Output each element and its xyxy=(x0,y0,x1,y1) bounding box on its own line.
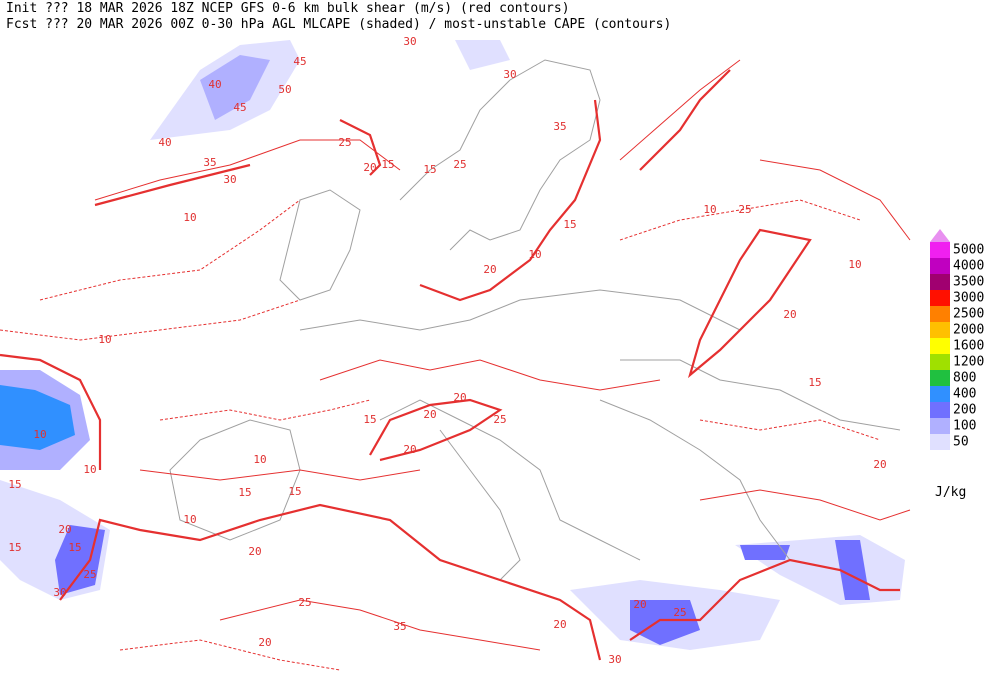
contour-label: 20 xyxy=(873,458,886,471)
contour-label: 15 xyxy=(381,158,394,171)
colorbar-swatch xyxy=(930,386,950,402)
colorbar-swatch xyxy=(930,306,950,322)
contour-labels: 30 40 45 50 45 40 35 30 25 20 15 35 30 25 15 10 10 20 15 10… xyxy=(8,35,886,666)
colorbar-swatch xyxy=(930,242,950,258)
colorbar-swatch xyxy=(930,370,950,386)
contour-label: 25 xyxy=(338,136,351,149)
contour-label: 20 xyxy=(363,161,376,174)
colorbar-arrow xyxy=(930,229,950,242)
contour-label: 25 xyxy=(83,568,96,581)
cape-shading xyxy=(0,40,905,650)
colorbar-label: 200 xyxy=(953,403,976,418)
contour-label: 20 xyxy=(453,391,466,404)
contour-label: 20 xyxy=(483,263,496,276)
contour-label: 30 xyxy=(608,653,621,666)
colorbar-label: 1200 xyxy=(953,355,984,370)
contour-label: 15 xyxy=(8,541,21,554)
colorbar-label: 3000 xyxy=(953,291,984,306)
contour-label: 20 xyxy=(403,443,416,456)
contour-label: 35 xyxy=(553,120,566,133)
colorbar-label: 2500 xyxy=(953,307,984,322)
contour-label: 30 xyxy=(223,173,236,186)
contour-label: 15 xyxy=(68,541,81,554)
contour-label: 10 xyxy=(83,463,96,476)
colorbar-swatch xyxy=(930,402,950,418)
contour-label: 20 xyxy=(633,598,646,611)
colorbar-label: 5000 xyxy=(953,243,984,258)
contour-label: 20 xyxy=(58,523,71,536)
colorbar-label: 3500 xyxy=(953,275,984,290)
contour-label: 25 xyxy=(298,596,311,609)
contour-label: 15 xyxy=(423,163,436,176)
contour-label: 15 xyxy=(563,218,576,231)
colorbar-label: 100 xyxy=(953,419,976,434)
colorbar-label: 2000 xyxy=(953,323,984,338)
contour-label: 10 xyxy=(528,248,541,261)
colorbar-swatch xyxy=(930,274,950,290)
contour-label: 10 xyxy=(703,203,716,216)
contour-label: 25 xyxy=(493,413,506,426)
contour-label: 50 xyxy=(278,83,291,96)
contour-label: 40 xyxy=(208,78,221,91)
header-line: Init ??? 18 MAR 2026 18Z NCEP GFS 0-6 km… xyxy=(6,1,570,16)
contour-label: 20 xyxy=(553,618,566,631)
contour-label: 30 xyxy=(53,586,66,599)
colorbar: 5000400035003000250020001600120080040020… xyxy=(930,229,984,500)
borders-coastlines xyxy=(169,59,901,581)
colorbar-label: 1600 xyxy=(953,339,984,354)
colorbar-swatch xyxy=(930,322,950,338)
contour-label: 10 xyxy=(33,428,46,441)
colorbar-label: 4000 xyxy=(953,259,984,274)
contour-label: 15 xyxy=(8,478,21,491)
contour-label: 25 xyxy=(453,158,466,171)
colorbar-label: 50 xyxy=(953,435,969,450)
contour-label: 10 xyxy=(98,333,111,346)
colorbar-label: 800 xyxy=(953,371,976,386)
contour-label: 35 xyxy=(393,620,406,633)
contour-label: 25 xyxy=(673,606,686,619)
contour-label: 20 xyxy=(258,636,271,649)
colorbar-unit: J/kg xyxy=(935,485,966,500)
contour-label: 15 xyxy=(363,413,376,426)
colorbar-swatch xyxy=(930,354,950,370)
contour-label: 10 xyxy=(848,258,861,271)
contour-label: 30 xyxy=(503,68,516,81)
contour-label: 40 xyxy=(158,136,171,149)
colorbar-swatch xyxy=(930,338,950,354)
header-line: Fcst ??? 20 MAR 2026 00Z 0-30 hPa AGL ML… xyxy=(6,17,671,32)
colorbar-swatch xyxy=(930,418,950,434)
contour-label: 45 xyxy=(233,101,246,114)
contour-label: 15 xyxy=(238,486,251,499)
contour-label: 20 xyxy=(423,408,436,421)
contour-label: 15 xyxy=(808,376,821,389)
contour-label: 30 xyxy=(403,35,416,48)
contour-label: 15 xyxy=(288,485,301,498)
colorbar-label: 400 xyxy=(953,387,976,402)
contour-label: 35 xyxy=(203,156,216,169)
contour-label: 10 xyxy=(183,513,196,526)
contour-label: 20 xyxy=(783,308,796,321)
contour-label: 20 xyxy=(248,545,261,558)
colorbar-swatch xyxy=(930,290,950,306)
contour-label: 10 xyxy=(183,211,196,224)
shear-contours xyxy=(0,59,911,671)
colorbar-swatch xyxy=(930,258,950,274)
colorbar-swatch xyxy=(930,434,950,450)
contour-label: 10 xyxy=(253,453,266,466)
contour-label: 45 xyxy=(293,55,306,68)
contour-label: 25 xyxy=(738,203,751,216)
